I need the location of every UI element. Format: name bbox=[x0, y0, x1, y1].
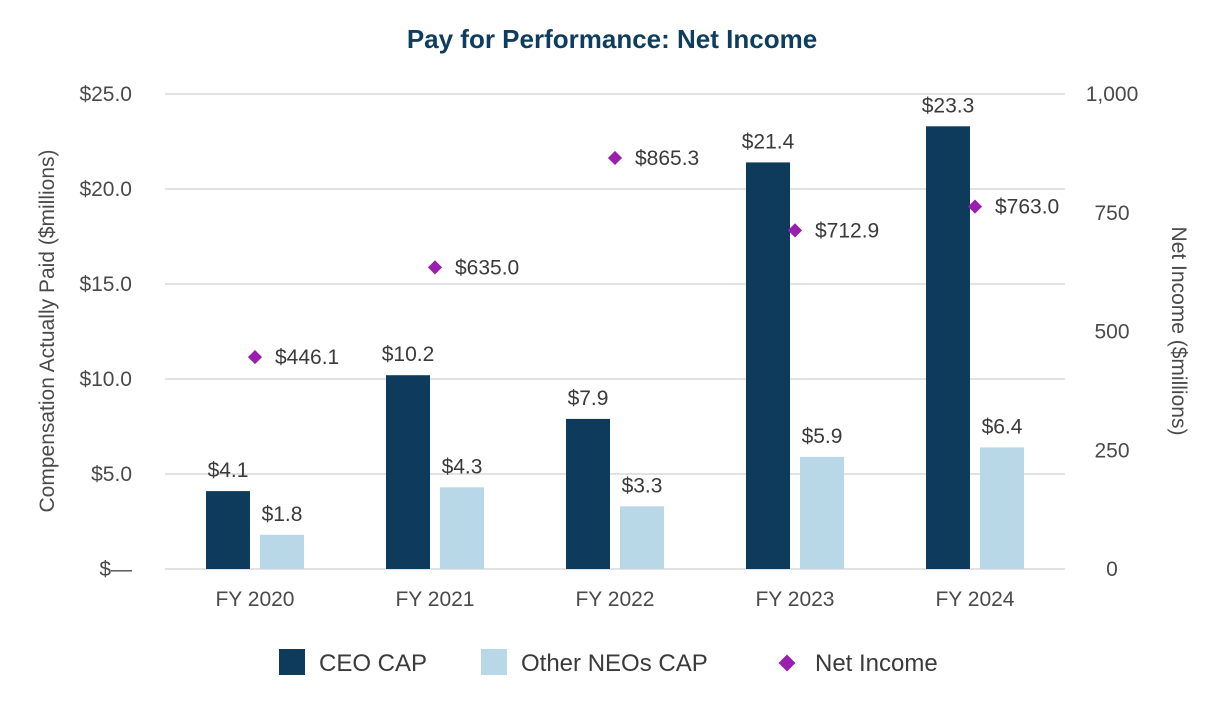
bar-other-neos-cap bbox=[980, 447, 1024, 569]
data-label-ceo-cap: $21.4 bbox=[742, 130, 795, 153]
net-income-markers: $446.1 $635.0 $865.3 $712.9 $763.0 bbox=[247, 147, 1059, 369]
left-tick-label: $— bbox=[99, 558, 132, 581]
bar-ceo-cap bbox=[926, 126, 970, 570]
data-label-other-neos-cap: $4.3 bbox=[442, 455, 483, 478]
bar-other-neos-cap bbox=[260, 534, 304, 569]
net-income-marker bbox=[967, 199, 983, 214]
gridlines bbox=[165, 93, 1065, 570]
right-tick-label: 1,000 bbox=[1086, 83, 1139, 106]
left-axis-label: Compensation Actually Paid ($millions) bbox=[36, 150, 59, 513]
data-label-ceo-cap: $10.2 bbox=[382, 343, 435, 366]
data-label-net-income: $446.1 bbox=[275, 346, 339, 369]
right-axis-ticks: 0 250 500 750 1,000 bbox=[1086, 83, 1139, 581]
data-label-ceo-cap: $7.9 bbox=[568, 387, 609, 410]
left-tick-label: $25.0 bbox=[79, 83, 132, 106]
left-tick-label: $10.0 bbox=[79, 368, 132, 391]
bar-ceo-cap bbox=[386, 375, 430, 569]
data-label-ceo-cap: $4.1 bbox=[208, 459, 249, 482]
net-income-marker bbox=[607, 150, 623, 166]
legend: CEO CAP Other NEOs CAP Net Income bbox=[279, 649, 938, 677]
net-income-marker bbox=[787, 223, 803, 238]
data-label-other-neos-cap: $6.4 bbox=[982, 415, 1023, 438]
bar-ceo-cap bbox=[206, 491, 250, 569]
data-label-other-neos-cap: $3.3 bbox=[622, 474, 663, 497]
data-label-ceo-cap: $23.3 bbox=[922, 94, 975, 117]
legend-marker-net-income bbox=[778, 654, 796, 672]
x-tick-label: FY 2024 bbox=[935, 588, 1014, 611]
x-tick-label: FY 2023 bbox=[755, 588, 834, 611]
data-label-net-income: $865.3 bbox=[635, 147, 699, 170]
legend-label-net-income: Net Income bbox=[815, 650, 938, 677]
left-tick-label: $5.0 bbox=[91, 463, 132, 486]
x-tick-label: FY 2021 bbox=[395, 588, 474, 611]
right-tick-label: 250 bbox=[1094, 439, 1129, 462]
bar-ceo-cap bbox=[746, 162, 790, 569]
net-income-marker bbox=[427, 260, 443, 275]
legend-swatch-other-neos-cap bbox=[481, 649, 507, 675]
left-tick-label: $20.0 bbox=[79, 178, 132, 201]
data-label-net-income: $712.9 bbox=[815, 219, 879, 242]
data-label-net-income: $763.0 bbox=[995, 196, 1059, 219]
left-axis-ticks: $— $5.0 $10.0 $15.0 $20.0 $25.0 bbox=[79, 83, 132, 581]
bar-other-neos-cap bbox=[440, 487, 484, 569]
x-axis-ticks: FY 2020 FY 2021 FY 2022 FY 2023 FY 2024 bbox=[215, 588, 1014, 611]
right-tick-label: 0 bbox=[1106, 558, 1118, 581]
bar-ceo-cap bbox=[566, 418, 610, 569]
bar-other-neos-cap bbox=[800, 456, 844, 569]
legend-label-ceo-cap: CEO CAP bbox=[319, 650, 427, 677]
data-label-other-neos-cap: $1.8 bbox=[262, 503, 303, 526]
right-axis-label: Net Income ($millions) bbox=[1167, 227, 1190, 436]
right-tick-label: 750 bbox=[1094, 202, 1129, 225]
net-income-marker bbox=[247, 350, 263, 365]
x-tick-label: FY 2020 bbox=[215, 588, 294, 611]
data-label-net-income: $635.0 bbox=[455, 256, 519, 279]
bar-other-neos-cap bbox=[620, 506, 664, 569]
chart-title: Pay for Performance: Net Income bbox=[407, 24, 817, 54]
data-label-other-neos-cap: $5.9 bbox=[802, 425, 843, 448]
x-tick-label: FY 2022 bbox=[575, 588, 654, 611]
left-tick-label: $15.0 bbox=[79, 273, 132, 296]
legend-swatch-ceo-cap bbox=[279, 649, 305, 675]
legend-label-other-neos-cap: Other NEOs CAP bbox=[521, 650, 708, 677]
right-tick-label: 500 bbox=[1094, 321, 1129, 344]
bars: $4.1 $1.8 $10.2 $4.3 $7.9 $3.3 $21.4 $5.9 $23.3 $… bbox=[206, 94, 1024, 570]
